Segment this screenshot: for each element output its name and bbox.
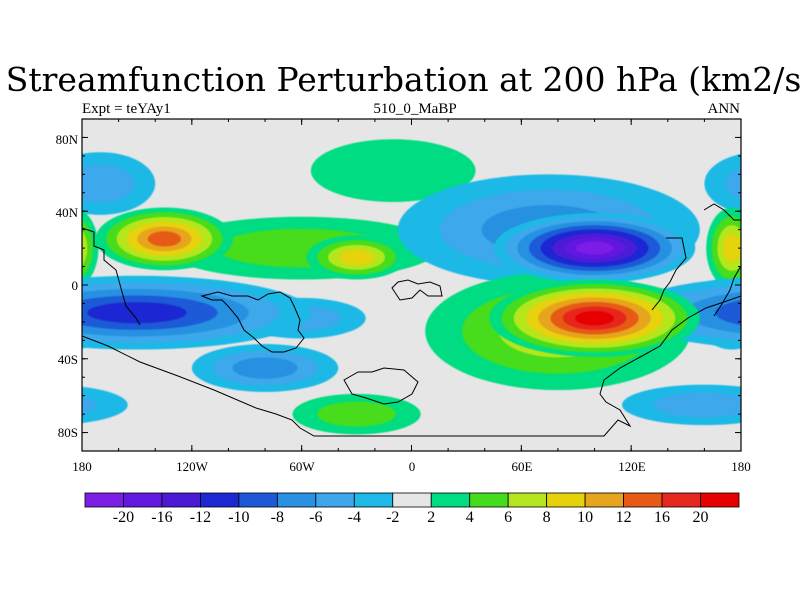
colorbar-swatch <box>546 492 586 508</box>
lat-label: 80S <box>57 425 78 440</box>
colorbar-swatch <box>430 492 471 508</box>
contour-level <box>82 386 128 424</box>
lon-label: 120W <box>176 459 208 474</box>
lon-label: 120E <box>618 459 646 474</box>
coastline-antarctic-peninsula <box>343 367 419 405</box>
negative-cell-southeast-pacific <box>622 384 741 426</box>
lat-label: 40S <box>57 352 78 367</box>
contour-level <box>339 249 375 266</box>
colorbar-swatch <box>584 492 624 508</box>
contour-level <box>317 401 397 427</box>
contour-level <box>704 154 741 214</box>
positive-cell-east-pacific <box>706 207 741 289</box>
colorbar-label: -10 <box>228 509 250 526</box>
contour-level <box>574 310 615 326</box>
negative-cell-north-pacific-wrap <box>704 154 741 214</box>
colorbar-label: -6 <box>309 509 323 526</box>
colorbar-label: 10 <box>577 509 594 526</box>
contour-level <box>653 392 741 418</box>
colorbar-swatch <box>623 492 663 508</box>
positive-max-north-pacific <box>95 207 234 271</box>
colorbar-swatch <box>84 492 124 508</box>
colorbar-swatch <box>469 492 509 508</box>
lat-label: 0 <box>71 278 79 293</box>
lon-label: 60W <box>289 459 315 474</box>
positive-centre-north-atlantic <box>306 235 407 280</box>
coastlines <box>82 203 741 437</box>
colorbar-swatch <box>392 492 432 508</box>
contour-level <box>82 164 135 203</box>
colorbar-label: 6 <box>504 509 513 526</box>
colorbar-label: 16 <box>654 509 671 526</box>
colorbar-swatch <box>161 492 201 508</box>
colorbar-swatch <box>276 492 317 508</box>
colorbar-label: 4 <box>465 509 474 526</box>
contour-level <box>575 241 614 255</box>
lat-label: 40N <box>55 205 78 220</box>
colorbar-swatch <box>507 492 548 508</box>
colorbar-label: 2 <box>427 509 436 526</box>
colorbar-swatch <box>353 492 394 508</box>
contour-level <box>746 302 800 323</box>
colorbar-label: -12 <box>189 509 212 526</box>
contour-level <box>715 300 741 326</box>
coastline-south-america <box>200 291 305 353</box>
negative-min-asia <box>493 213 696 284</box>
contour-level <box>147 231 182 247</box>
colorbar-swatch <box>661 492 701 508</box>
colorbar-swatch <box>315 492 355 508</box>
contour-level <box>722 233 741 263</box>
contour-level <box>64 234 82 262</box>
lon-label: 60E <box>511 459 533 474</box>
lon-label: 180 <box>72 459 92 474</box>
colorbar-label: -8 <box>270 509 284 526</box>
season-label: ANN <box>707 101 741 117</box>
coastline-far-east <box>703 203 741 317</box>
coastline-africa <box>391 279 443 301</box>
period-label: 510_0_MaBP <box>373 101 457 117</box>
colorbar-label: 20 <box>692 509 709 526</box>
positive-arc-north-europe <box>310 139 476 202</box>
lon-label: 0 <box>408 459 416 474</box>
colorbar-label: 8 <box>542 509 551 526</box>
contour-level <box>310 139 476 202</box>
positive-cell-southern-ocean <box>292 393 421 435</box>
contour-field <box>64 119 800 451</box>
negative-band-south-pacific <box>82 275 311 350</box>
contour-level <box>232 357 298 379</box>
colorbar-swatch <box>123 492 163 508</box>
lat-label: 80N <box>55 132 78 147</box>
coastline-asia-east <box>651 237 687 311</box>
lon-label: 180 <box>731 459 751 474</box>
contour-level <box>725 167 741 200</box>
coastline-north-america <box>82 227 141 326</box>
map-title: Streamfunction Perturbation at 200 hPa (… <box>5 60 800 99</box>
colorbar <box>84 492 740 508</box>
colorbar-label: -20 <box>112 509 135 526</box>
colorbar-swatch <box>700 492 740 508</box>
negative-cell-southeast-pacific-wrap <box>82 386 128 424</box>
negative-cell-south-atlantic <box>191 344 339 392</box>
coastline-antarctica <box>82 295 741 437</box>
colorbar-swatch <box>200 492 240 508</box>
contour-level <box>87 302 187 324</box>
contour-level <box>82 219 93 277</box>
colorbar-swatch <box>238 492 278 508</box>
colorbar-label: -4 <box>347 509 361 526</box>
experiment-label: Expt = teYAy1 <box>82 101 171 117</box>
contour-level <box>82 396 97 414</box>
axis-ticks <box>81 119 742 451</box>
colorbar-label: -16 <box>151 509 173 526</box>
colorbar-label: 12 <box>615 509 632 526</box>
positive-max-indian-ocean <box>489 279 700 357</box>
negative-cell-north-pacific <box>82 152 156 215</box>
colorbar-label: -2 <box>386 509 400 526</box>
